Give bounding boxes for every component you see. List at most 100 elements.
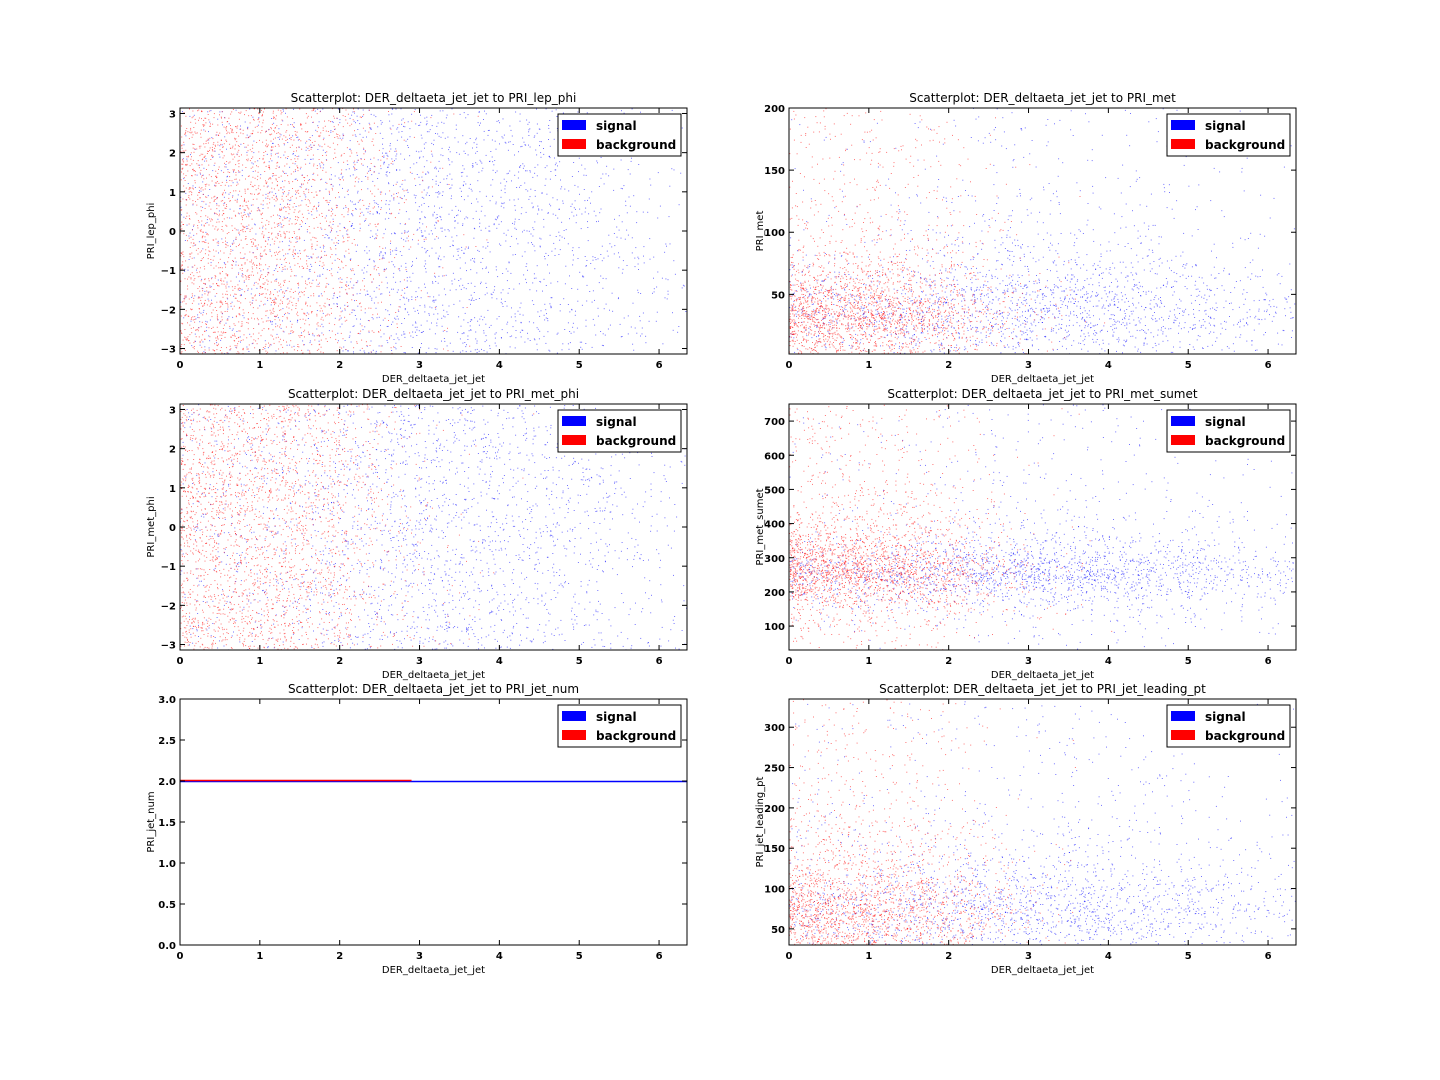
point [390,335,392,337]
point [307,199,309,201]
point [636,332,638,334]
point [1085,300,1087,302]
point [603,308,605,310]
point [529,128,531,130]
point [284,265,286,267]
point [279,283,281,285]
point [335,237,337,239]
point [672,312,673,314]
point [577,258,579,259]
point [381,293,383,295]
point [305,142,307,144]
point [204,124,206,126]
point [465,216,467,218]
point [592,256,594,258]
point [227,131,229,133]
point [443,288,445,290]
point [251,343,253,345]
point [401,183,403,185]
point [180,330,182,332]
point [207,258,209,260]
point [573,331,575,333]
point [342,235,344,237]
point [279,133,281,135]
point [335,338,337,340]
point [584,211,586,213]
point [546,165,548,167]
point [194,170,196,172]
point [484,110,485,112]
point [1233,350,1235,352]
point [319,310,321,312]
point [223,213,225,215]
point [270,158,271,160]
point [522,231,523,233]
point [989,333,991,335]
point [1012,302,1013,304]
point [330,174,332,176]
point [231,286,233,288]
point [421,196,423,198]
point [424,230,426,232]
point [265,224,267,226]
point [1001,312,1003,314]
point [434,205,435,207]
point [465,288,467,290]
point [555,109,557,111]
point [339,295,341,297]
point [209,251,211,253]
point [369,168,371,169]
point [352,294,354,296]
point [494,337,496,339]
point [573,254,574,256]
point [254,184,256,186]
point [296,131,298,133]
point [284,314,285,316]
point [273,117,274,119]
point [417,296,418,298]
point [181,136,183,138]
point [212,143,214,145]
point [464,218,466,220]
point [232,158,234,160]
point [233,240,235,242]
point [603,183,605,185]
point [316,194,318,196]
point [683,285,685,287]
point [329,337,331,339]
point [603,257,605,259]
point [221,267,223,269]
point [322,139,324,141]
point [273,243,275,245]
point [199,155,201,157]
point [192,116,194,118]
point [292,251,294,253]
point [190,154,191,156]
point [271,323,273,325]
point [202,288,204,290]
point [621,110,622,112]
point [279,319,281,321]
point [325,234,327,235]
point [313,144,315,146]
point [359,227,361,229]
point [242,315,244,317]
point [288,249,290,251]
point [390,347,392,349]
point [254,170,256,172]
point [382,254,384,256]
point [418,176,420,178]
point [260,203,262,205]
point [191,257,193,259]
point [199,311,201,313]
point [191,332,193,334]
point [585,343,587,344]
point [328,322,330,324]
point [419,305,421,307]
point [247,160,249,162]
point [260,264,262,266]
point [430,117,432,119]
point [480,261,482,263]
point [357,129,359,130]
point [328,190,330,192]
